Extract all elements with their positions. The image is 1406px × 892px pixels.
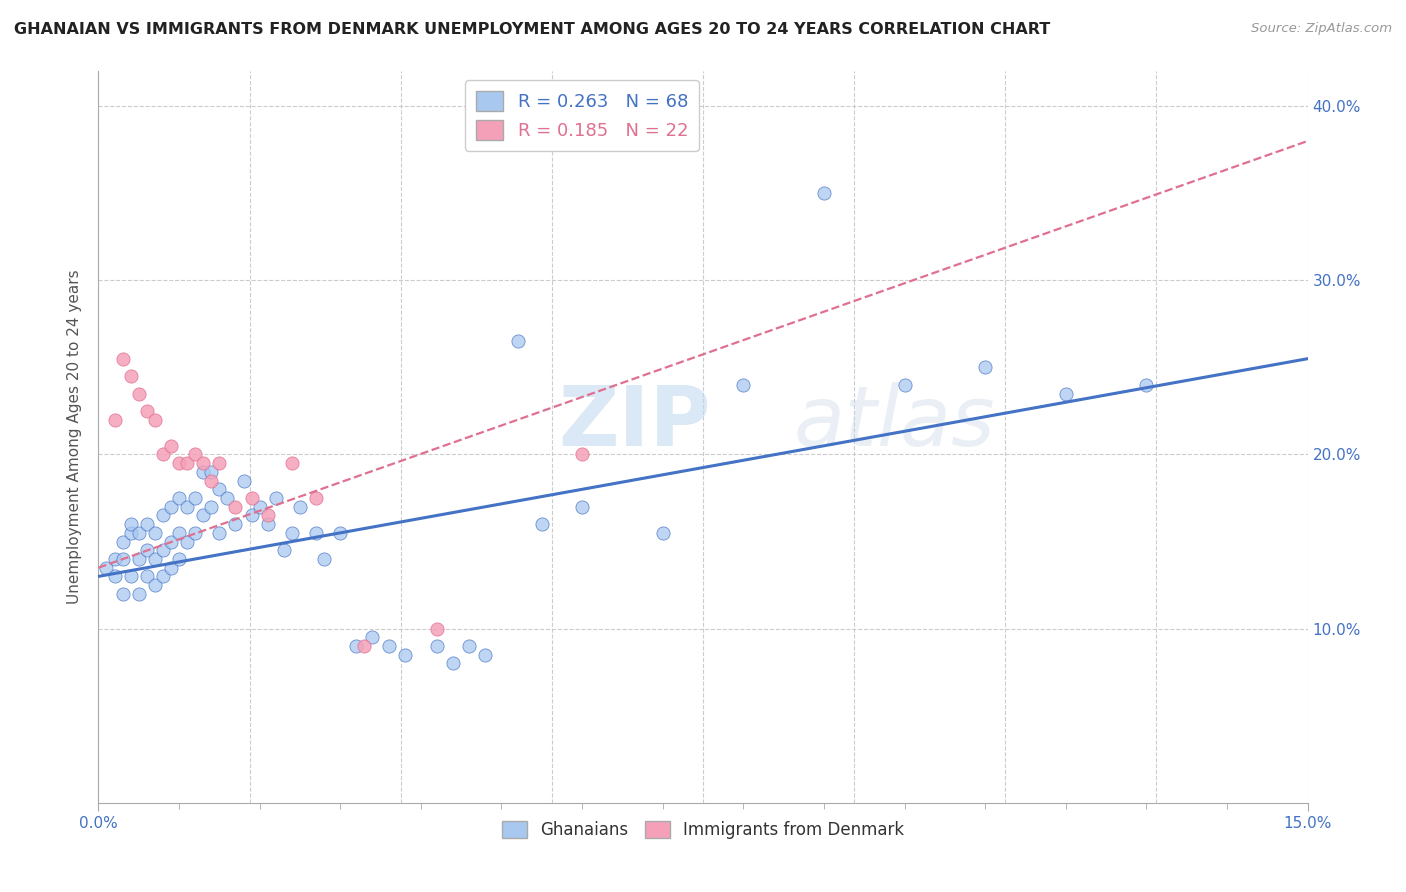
Point bbox=[128, 587, 150, 601]
Point bbox=[571, 448, 593, 462]
Point bbox=[353, 639, 375, 653]
Point bbox=[506, 334, 529, 349]
Point bbox=[128, 552, 150, 566]
Point bbox=[474, 648, 496, 662]
Point bbox=[974, 360, 997, 375]
Point bbox=[217, 491, 239, 505]
Point bbox=[135, 569, 157, 583]
Y-axis label: Unemployment Among Ages 20 to 24 years: Unemployment Among Ages 20 to 24 years bbox=[67, 269, 83, 605]
Point bbox=[135, 517, 157, 532]
Point bbox=[176, 534, 198, 549]
Point bbox=[152, 569, 174, 583]
Point bbox=[1054, 386, 1077, 401]
Point bbox=[200, 465, 222, 479]
Point bbox=[111, 351, 134, 366]
Point bbox=[193, 456, 215, 470]
Point bbox=[103, 569, 125, 583]
Point bbox=[120, 369, 142, 384]
Point bbox=[135, 543, 157, 558]
Point bbox=[152, 543, 174, 558]
Point bbox=[208, 483, 231, 497]
Point bbox=[458, 639, 481, 653]
Point bbox=[184, 491, 207, 505]
Point bbox=[200, 500, 222, 514]
Point bbox=[143, 412, 166, 426]
Point bbox=[733, 377, 755, 392]
Point bbox=[103, 412, 125, 426]
Point bbox=[167, 525, 190, 540]
Point bbox=[160, 500, 183, 514]
Point bbox=[152, 448, 174, 462]
Point bbox=[224, 500, 246, 514]
Point bbox=[160, 560, 183, 574]
Legend: Ghanaians, Immigrants from Denmark: Ghanaians, Immigrants from Denmark bbox=[495, 814, 911, 846]
Point bbox=[193, 465, 215, 479]
Point bbox=[361, 631, 384, 645]
Point bbox=[176, 500, 198, 514]
Point bbox=[208, 456, 231, 470]
Point bbox=[1135, 377, 1157, 392]
Point bbox=[143, 525, 166, 540]
Point bbox=[249, 500, 271, 514]
Point bbox=[120, 517, 142, 532]
Point bbox=[264, 491, 287, 505]
Point bbox=[530, 517, 553, 532]
Text: Source: ZipAtlas.com: Source: ZipAtlas.com bbox=[1251, 22, 1392, 36]
Text: GHANAIAN VS IMMIGRANTS FROM DENMARK UNEMPLOYMENT AMONG AGES 20 TO 24 YEARS CORRE: GHANAIAN VS IMMIGRANTS FROM DENMARK UNEM… bbox=[14, 22, 1050, 37]
Point bbox=[208, 525, 231, 540]
Point bbox=[394, 648, 416, 662]
Point bbox=[184, 525, 207, 540]
Point bbox=[240, 491, 263, 505]
Point bbox=[160, 534, 183, 549]
Point bbox=[224, 517, 246, 532]
Point bbox=[256, 517, 278, 532]
Point bbox=[305, 525, 328, 540]
Point bbox=[305, 491, 328, 505]
Text: atlas: atlas bbox=[793, 382, 995, 463]
Point bbox=[128, 525, 150, 540]
Point bbox=[160, 439, 183, 453]
Point bbox=[281, 525, 304, 540]
Point bbox=[128, 386, 150, 401]
Text: ZIP: ZIP bbox=[558, 382, 710, 463]
Point bbox=[111, 534, 134, 549]
Point bbox=[426, 639, 449, 653]
Point bbox=[103, 552, 125, 566]
Point bbox=[813, 186, 835, 201]
Point bbox=[314, 552, 336, 566]
Point bbox=[143, 578, 166, 592]
Point bbox=[232, 474, 254, 488]
Point bbox=[167, 491, 190, 505]
Point bbox=[281, 456, 304, 470]
Point bbox=[344, 639, 367, 653]
Point bbox=[184, 448, 207, 462]
Point bbox=[571, 500, 593, 514]
Point bbox=[120, 569, 142, 583]
Point bbox=[240, 508, 263, 523]
Point bbox=[143, 552, 166, 566]
Point bbox=[651, 525, 673, 540]
Point bbox=[273, 543, 295, 558]
Point bbox=[441, 657, 464, 671]
Point bbox=[288, 500, 311, 514]
Point bbox=[167, 552, 190, 566]
Point bbox=[176, 456, 198, 470]
Point bbox=[893, 377, 915, 392]
Point bbox=[200, 474, 222, 488]
Point bbox=[120, 525, 142, 540]
Point bbox=[377, 639, 399, 653]
Point bbox=[167, 456, 190, 470]
Point bbox=[426, 622, 449, 636]
Point bbox=[193, 508, 215, 523]
Point bbox=[329, 525, 352, 540]
Point bbox=[96, 560, 118, 574]
Point bbox=[135, 404, 157, 418]
Point bbox=[152, 508, 174, 523]
Point bbox=[111, 552, 134, 566]
Point bbox=[111, 587, 134, 601]
Point bbox=[256, 508, 278, 523]
